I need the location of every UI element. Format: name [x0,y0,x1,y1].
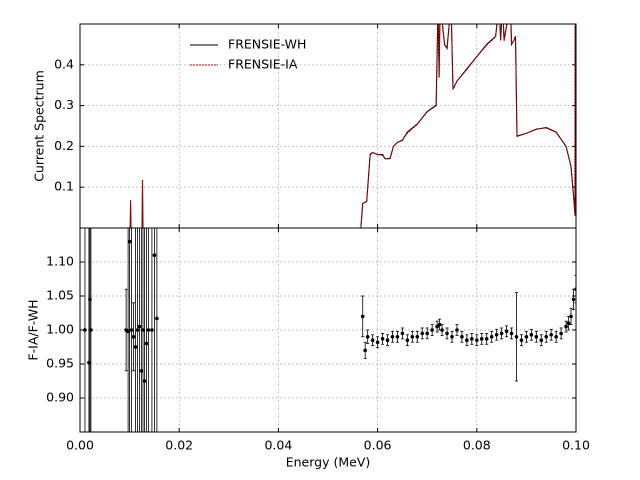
data-point [385,338,390,343]
data-point [539,338,544,343]
y-tick-label: 0.95 [46,356,74,371]
data-point [142,379,147,383]
y-tick-label: 1.05 [46,288,74,303]
data-point [415,335,420,339]
data-point [137,324,142,329]
data-point [445,331,449,336]
data-point [564,324,568,329]
y-tick-label: 0.2 [54,138,74,153]
plot-area [129,24,576,228]
data-point [504,329,509,334]
data-point [131,335,136,339]
data-point [470,337,474,341]
plot-area [83,228,576,432]
y-tick-label: 0.4 [54,56,74,71]
data-point [465,338,469,343]
data-point [375,340,380,345]
x-tick-label: 0.02 [165,438,193,453]
data-point [509,331,514,336]
data-point [499,331,504,336]
data-point [133,345,138,349]
data-point [450,335,454,339]
y-tick-label: 1.10 [46,254,74,269]
data-point [489,335,494,339]
x-axis-label: Energy (MeV) [286,455,371,470]
data-point [129,328,134,332]
data-point [365,335,370,339]
data-point [370,338,375,343]
series-line [129,24,576,228]
data-point [569,314,573,319]
x-tick-label: 0.10 [562,438,590,453]
data-point [405,338,410,343]
data-point [437,322,442,327]
data-point [155,316,159,321]
data-point [544,335,549,339]
data-point [519,338,524,343]
axes-frame [79,227,577,433]
data-point [127,239,132,244]
data-point [146,328,151,332]
data-point [89,328,93,332]
data-point [380,337,385,341]
data-point [395,335,400,339]
y-tick-label: 1.00 [46,322,74,337]
y-tick-label: 0.1 [54,179,74,194]
data-point [139,369,144,373]
data-point [150,328,154,332]
x-tick-label: 0.06 [364,438,392,453]
data-point [425,331,430,336]
x-tick-label: 0.08 [463,438,491,453]
data-point [410,335,415,339]
data-point [144,341,149,346]
x-tick-label: 0.00 [66,438,94,453]
legend-label: FRENSIE-WH [228,37,306,52]
axes-frame [79,23,577,229]
data-point [363,348,368,353]
data-point [529,332,534,337]
y-axis-label: F-IA/F-WH [26,299,41,360]
data-point [549,332,553,337]
y-axis-label: Current Spectrum [32,70,47,182]
data-point [420,331,425,336]
y-tick-label: 0.90 [46,390,74,405]
data-point [460,335,464,339]
data-point [141,328,145,332]
data-point [435,324,439,329]
data-point [440,328,444,332]
series-line [129,24,576,228]
data-point [494,332,499,337]
data-point [430,328,434,332]
x-tick-label: 0.04 [264,438,292,453]
data-point [554,335,558,339]
data-point [475,338,479,343]
data-point [400,331,405,336]
data-point [479,337,484,341]
data-point [571,297,576,302]
y-tick-label: 0.3 [54,97,74,112]
data-point [360,314,365,319]
legend-label: FRENSIE-IA [228,57,298,72]
data-point [455,328,459,332]
data-point [135,328,140,332]
data-point [524,335,529,339]
data-point [534,335,539,339]
data-point [126,329,130,334]
data-point [484,337,489,341]
data-point [83,328,87,332]
data-point [559,331,563,336]
data-point [152,253,157,257]
data-point [390,335,395,339]
data-point [566,321,571,326]
data-point [514,335,519,339]
